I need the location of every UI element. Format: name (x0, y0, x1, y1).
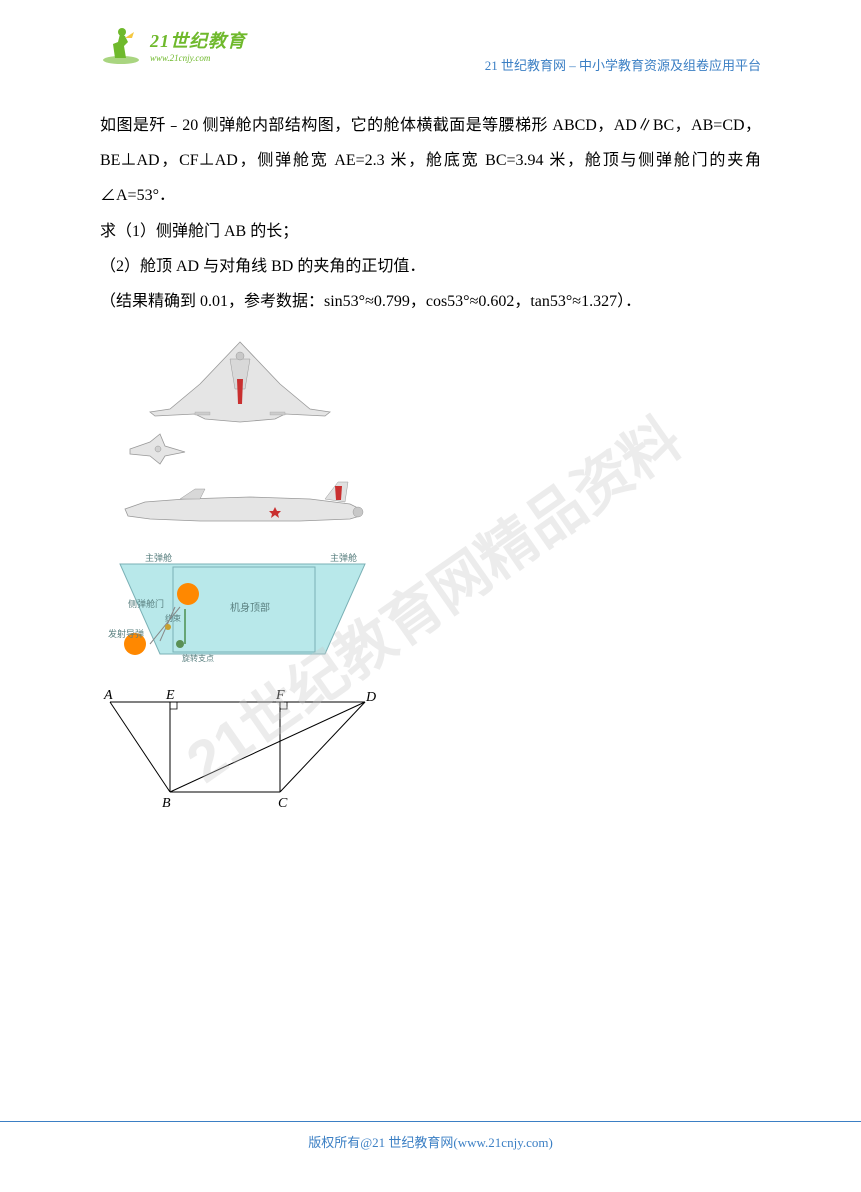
logo-title: 21世纪教育 (150, 27, 246, 53)
aircraft-diagram (100, 334, 385, 544)
logo-text-group: 21世纪教育 www.21cnjy.com (150, 27, 246, 63)
logo-icon (100, 24, 142, 66)
svg-text:主弹舱: 主弹舱 (145, 552, 172, 563)
svg-text:D: D (365, 690, 376, 705)
svg-text:A: A (103, 688, 113, 703)
cabin-diagram: 主弹舱 主弹舱 侧弹舱门 发射导弹 机身顶部 约束 旋转支点 (100, 549, 385, 679)
footer-text: 版权所有@21 世纪教育网(www.21cnjy.com) (308, 1135, 553, 1150)
paragraph-2: 求（1）侧弹舱门 AB 的长； (100, 214, 761, 249)
content-body: 如图是歼﹣20 侧弹舱内部结构图，它的舱体横截面是等腰梯形 ABCD，AD∥BC… (100, 108, 761, 817)
svg-text:主弹舱: 主弹舱 (330, 552, 357, 563)
logo-container: 21世纪教育 www.21cnjy.com (100, 24, 246, 66)
aircraft-top-view (150, 342, 330, 422)
svg-text:旋转支点: 旋转支点 (182, 653, 214, 663)
page-footer: 版权所有@21 世纪教育网(www.21cnjy.com) (0, 1121, 861, 1152)
svg-text:B: B (162, 796, 171, 811)
paragraph-4: （结果精确到 0.01，参考数据：sin53°≈0.799，cos53°≈0.6… (100, 284, 761, 319)
svg-text:发射导弹: 发射导弹 (108, 628, 144, 639)
paragraph-3: （2）舱顶 AD 与对角线 BD 的夹角的正切值． (100, 249, 761, 284)
svg-text:E: E (165, 688, 175, 703)
paragraph-1: 如图是歼﹣20 侧弹舱内部结构图，它的舱体横截面是等腰梯形 ABCD，AD∥BC… (100, 108, 761, 214)
figures-container: 主弹舱 主弹舱 侧弹舱门 发射导弹 机身顶部 约束 旋转支点 (100, 334, 390, 817)
svg-text:机身顶部: 机身顶部 (230, 601, 270, 614)
page-header: 21世纪教育 www.21cnjy.com 21 世纪教育网 – 中小学教育资源… (0, 0, 861, 90)
svg-text:约束: 约束 (165, 613, 181, 623)
logo-url: www.21cnjy.com (150, 53, 246, 63)
aircraft-front-view (130, 434, 185, 464)
svg-text:F: F (275, 688, 285, 703)
aircraft-side-view (125, 482, 363, 521)
svg-text:侧弹舱门: 侧弹舱门 (128, 598, 164, 609)
header-right-text: 21 世纪教育网 – 中小学教育资源及组卷应用平台 (485, 55, 761, 74)
geometry-diagram: A E F D B C (100, 687, 385, 817)
svg-text:C: C (278, 796, 288, 811)
